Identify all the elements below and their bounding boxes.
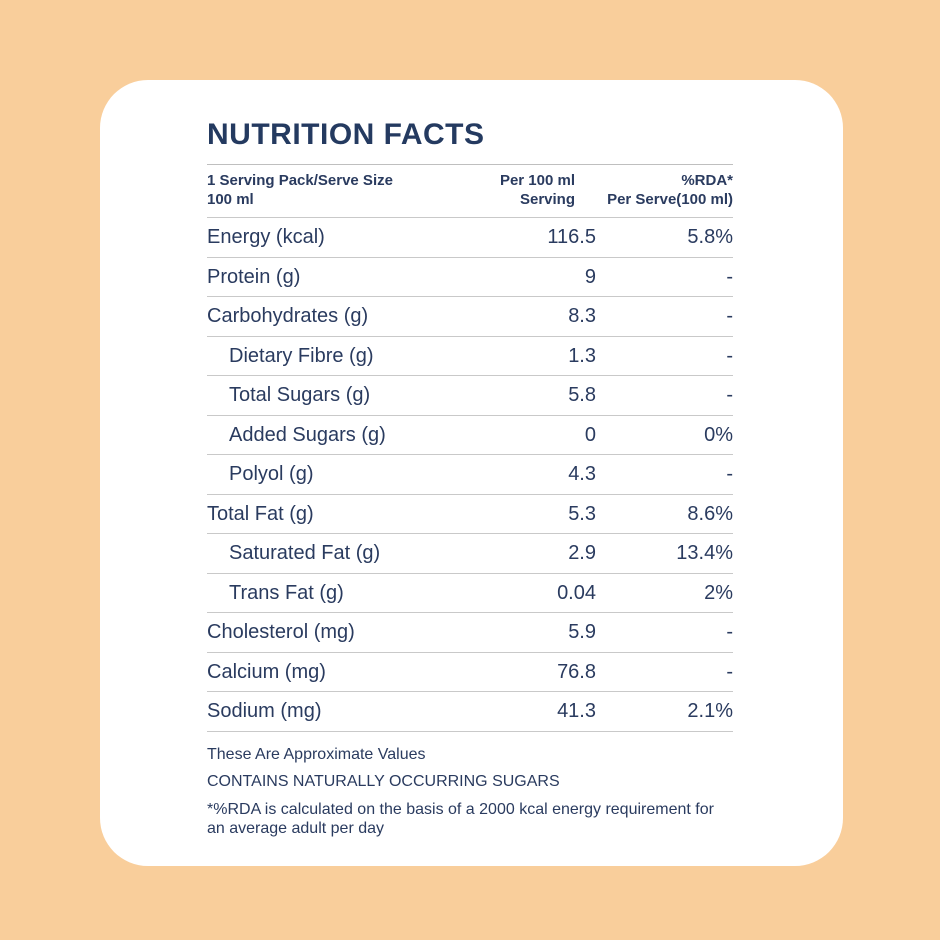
- per-100ml-value: 1.3: [568, 344, 596, 367]
- table-row-calcium: Calcium (mg) 76.8 -: [207, 653, 733, 692]
- nutrition-table: Energy (kcal) 116.5 5.8% Protein (g) 9 -…: [207, 218, 733, 732]
- per-100ml-value: 76.8: [557, 660, 596, 683]
- rda-value: 13.4%: [676, 542, 733, 565]
- table-row-trans-fat: Trans Fat (g) 0.04 2%: [207, 574, 733, 613]
- table-row-dietary-fibre: Dietary Fibre (g) 1.3 -: [207, 337, 733, 376]
- rda-value: -: [726, 344, 733, 367]
- column-header-serving-size: 1 Serving Pack/Serve Size 100 ml: [207, 172, 393, 208]
- nutrient-label: Added Sugars (g): [229, 423, 386, 446]
- table-row-polyol: Polyol (g) 4.3 -: [207, 455, 733, 495]
- rda-value: 0%: [704, 423, 733, 446]
- table-row-total-fat: Total Fat (g) 5.3 8.6%: [207, 495, 733, 534]
- per-100ml-value: 2.9: [568, 542, 596, 565]
- column-header-rda: %RDA* Per Serve(100 ml): [607, 172, 733, 208]
- footnote-rda-basis: *%RDA is calculated on the basis of a 20…: [207, 801, 714, 838]
- column-header-per-100ml: Per 100 ml Serving: [499, 172, 575, 208]
- table-row-total-sugars: Total Sugars (g) 5.8 -: [207, 376, 733, 416]
- footnote-naturally-occurring-sugars: CONTAINS NATURALLY OCCURRING SUGARS: [207, 773, 560, 791]
- nutrient-label: Protein (g): [207, 265, 301, 288]
- nutrient-label: Dietary Fibre (g): [229, 344, 374, 367]
- per-100ml-value: 0.04: [557, 581, 596, 604]
- per-100ml-value: 9: [584, 265, 596, 288]
- rda-value: -: [726, 621, 733, 644]
- rda-value: -: [726, 265, 733, 288]
- nutrient-label: Energy (kcal): [207, 226, 325, 249]
- rda-value: -: [726, 305, 733, 328]
- per-100ml-value: 41.3: [557, 700, 596, 723]
- footnotes: These Are Approximate Values CONTAINS NA…: [207, 746, 733, 840]
- per-100ml-value: 116.5: [547, 226, 596, 249]
- per-100ml-value: 4.3: [568, 463, 596, 486]
- rda-value: -: [726, 384, 733, 407]
- per-100ml-value: 0: [584, 423, 596, 446]
- table-row-protein: Protein (g) 9 -: [207, 258, 733, 297]
- nutrient-label: Calcium (mg): [207, 660, 326, 683]
- table-row-saturated-fat: Saturated Fat (g) 2.9 13.4%: [207, 534, 733, 574]
- footnote-approximate-values: These Are Approximate Values: [207, 745, 426, 763]
- per-100ml-value: 5.9: [568, 621, 596, 644]
- per-100ml-value: 5.8: [568, 384, 596, 407]
- label-content: NUTRITION FACTS 1 Serving Pack/Serve Siz…: [207, 120, 733, 848]
- page-title: NUTRITION FACTS: [207, 118, 485, 151]
- nutrient-label: Total Sugars (g): [229, 384, 371, 407]
- nutrient-label: Total Fat (g): [207, 502, 314, 525]
- nutrient-label: Trans Fat (g): [229, 581, 344, 604]
- rda-value: 5.8%: [687, 226, 733, 249]
- per-100ml-value: 8.3: [568, 305, 596, 328]
- table-row-carbohydrates: Carbohydrates (g) 8.3 -: [207, 297, 733, 337]
- per-100ml-value: 5.3: [568, 502, 596, 525]
- nutrient-label: Saturated Fat (g): [229, 542, 381, 565]
- table-row-energy: Energy (kcal) 116.5 5.8%: [207, 218, 733, 258]
- table-row-sodium: Sodium (mg) 41.3 2.1%: [207, 692, 733, 732]
- nutrient-label: Sodium (mg): [207, 700, 322, 723]
- table-row-added-sugars: Added Sugars (g) 0 0%: [207, 416, 733, 455]
- nutrition-label-card: NUTRITION FACTS 1 Serving Pack/Serve Siz…: [100, 80, 843, 866]
- nutrient-label: Polyol (g): [229, 463, 314, 486]
- nutrient-label: Cholesterol (mg): [207, 621, 355, 644]
- table-header: 1 Serving Pack/Serve Size 100 ml Per 100…: [207, 164, 733, 218]
- rda-value: 8.6%: [687, 502, 733, 525]
- rda-value: 2.1%: [687, 700, 733, 723]
- rda-value: 2%: [704, 581, 733, 604]
- nutrient-label: Carbohydrates (g): [207, 305, 369, 328]
- rda-value: -: [726, 463, 733, 486]
- table-row-cholesterol: Cholesterol (mg) 5.9 -: [207, 613, 733, 653]
- rda-value: -: [726, 660, 733, 683]
